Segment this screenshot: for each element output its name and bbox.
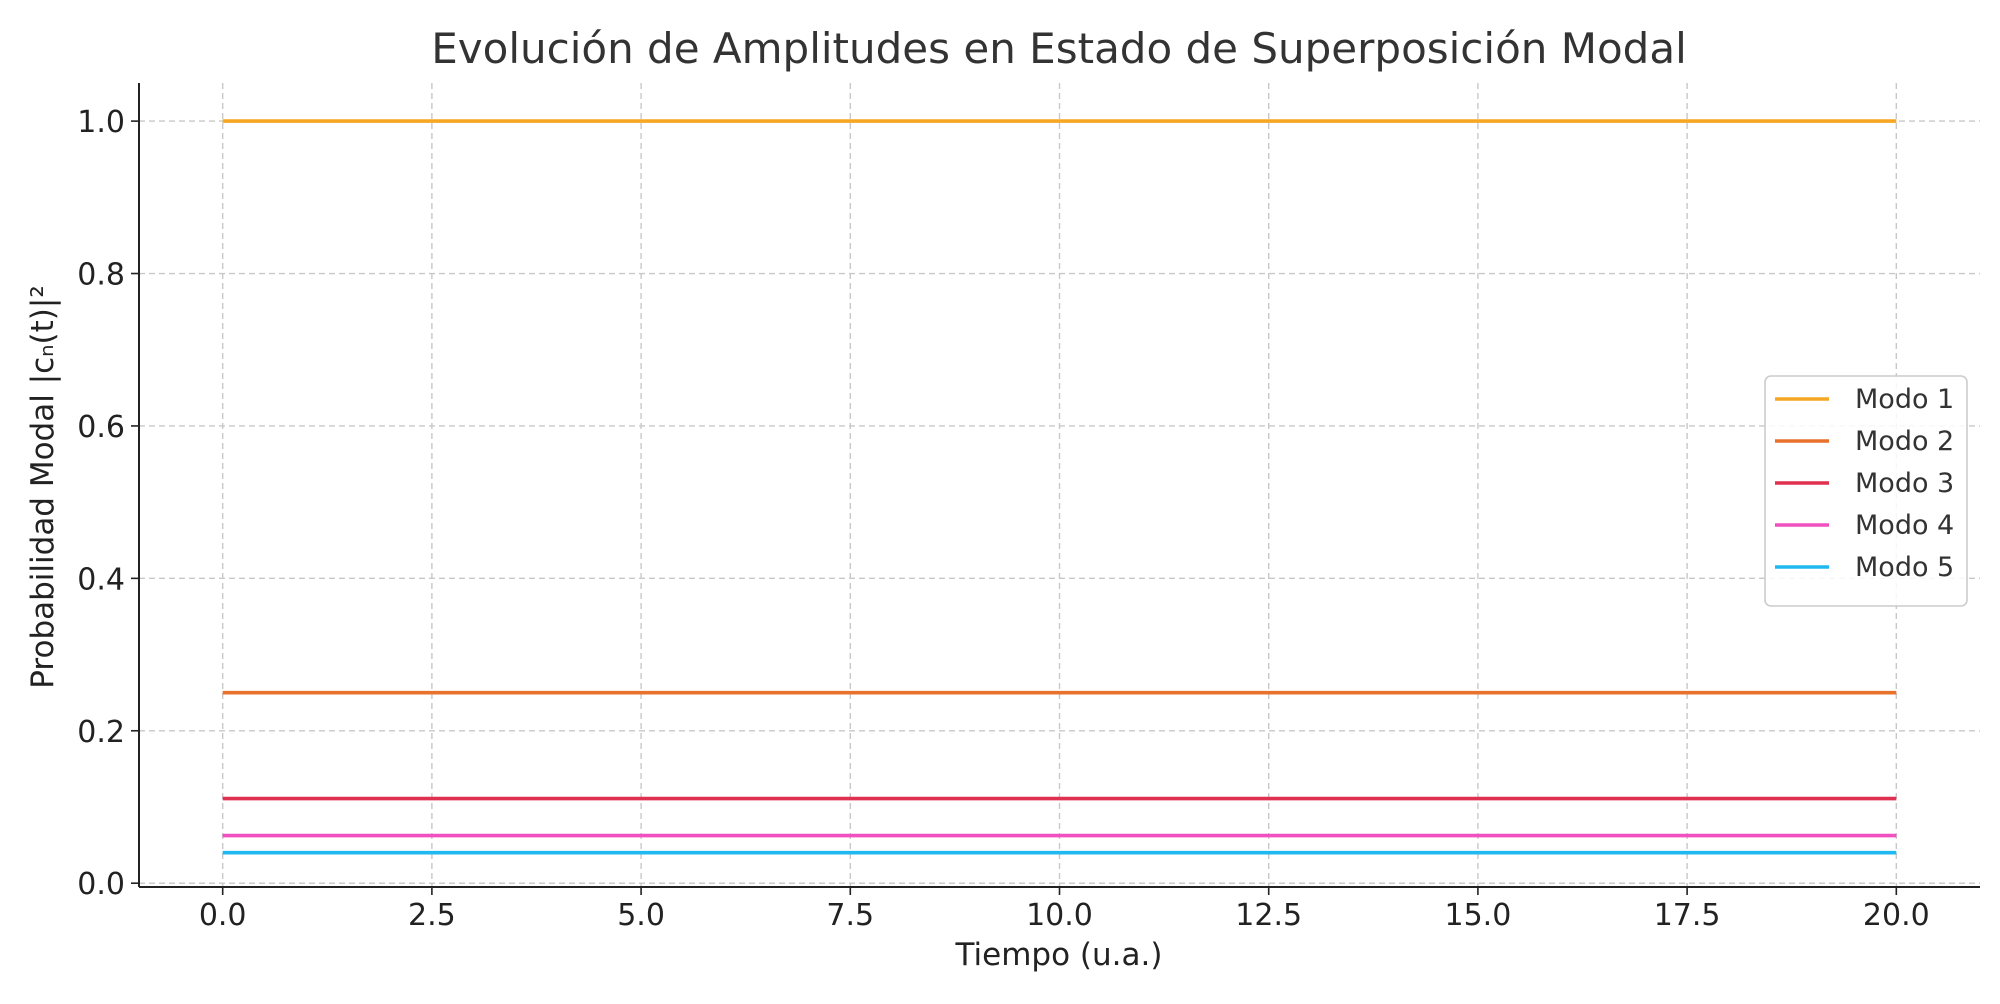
x-tick-label: 10.0 [1026,898,1093,933]
legend: Modo 1 Modo 2 Modo 3 Modo 4 Modo 5 [1764,375,1968,607]
legend-label-modo-5: Modo 5 [1855,552,1954,583]
legend-label-modo-4: Modo 4 [1855,510,1954,541]
y-tick-label: 0.8 [77,258,125,293]
legend-box [1764,375,1968,607]
legend-label-modo-3: Modo 3 [1855,468,1954,499]
x-axis-label: Tiempo (u.a.) [955,937,1163,973]
legend-label-modo-1: Modo 1 [1855,384,1954,415]
y-tick-label: 0.4 [77,562,125,597]
x-tick-label: 12.5 [1235,898,1302,933]
legend-label-modo-2: Modo 2 [1855,426,1954,457]
y-tick-label: 1.0 [77,105,125,140]
series-layer [222,119,1897,855]
y-tick-label: 0.0 [77,867,125,902]
grid-layer [139,83,1980,887]
x-tick-label: 7.5 [826,898,874,933]
x-tick-label: 15.0 [1445,898,1512,933]
chart-title: Evolución de Amplitudes en Estado de Sup… [431,24,1687,73]
x-tick-label: 0.0 [199,898,247,933]
x-tick-label: 5.0 [617,898,665,933]
y-tick-label: 0.6 [77,410,125,445]
x-tick-label: 2.5 [408,898,456,933]
y-tick-label: 0.2 [77,715,125,750]
x-tick-label: 17.5 [1654,898,1721,933]
ticks-layer: 0.0 2.5 5.0 7.5 10.0 12.5 15.0 17.5 20.0 0.0 0.2 0.… [77,105,1929,933]
y-axis-label: Probabilidad Modal |cₙ(t)|² [25,285,61,688]
x-tick-label: 20.0 [1863,898,1930,933]
